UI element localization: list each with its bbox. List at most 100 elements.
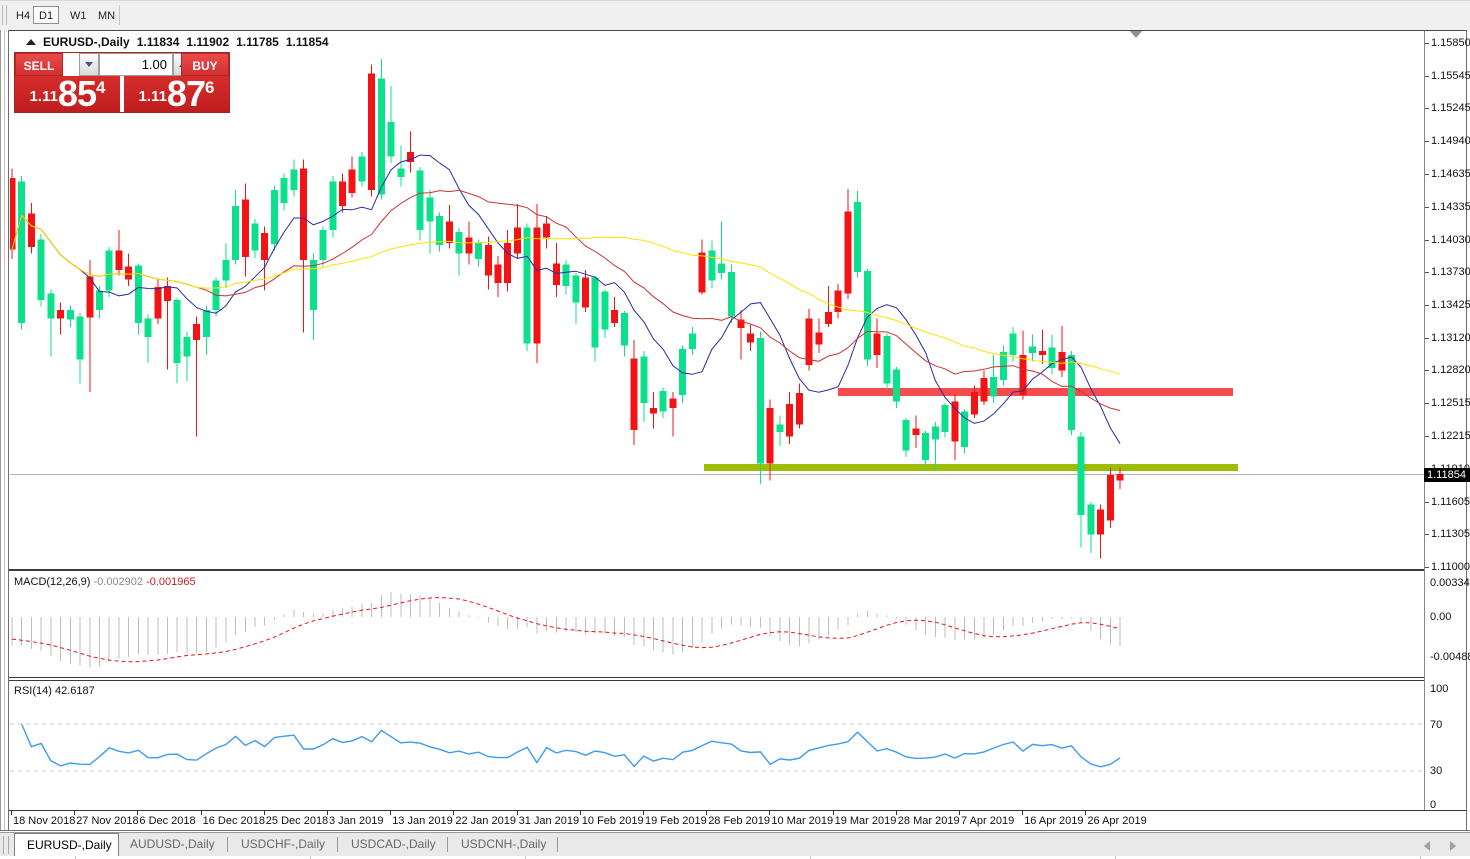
volume-decrease-button[interactable] (79, 53, 99, 76)
date-axis-label: 10 Feb 2019 (581, 815, 644, 827)
date-axis[interactable]: 18 Nov 2018 27 Nov 2018 6 Dec 2018 16 Dec 2… (0, 811, 1470, 830)
price-axis-tick (1425, 304, 1429, 306)
tab-audusd[interactable]: AUDUSD-,Daily (130, 837, 215, 851)
date-axis-label: 22 Jan 2019 (455, 815, 516, 827)
candle (1058, 351, 1066, 371)
candles-layer (10, 59, 1124, 559)
candle (280, 178, 288, 203)
price-axis-tick (1425, 206, 1429, 208)
buy-price-box[interactable]: 1.11 87 6 (124, 76, 229, 112)
candle (552, 263, 560, 286)
ohlc-open: 1.11834 (136, 35, 180, 49)
tab-usdcnh[interactable]: USDCNH-,Daily (461, 837, 547, 851)
tab-bar-grip[interactable] (3, 836, 9, 854)
date-axis-label: 6 Dec 2018 (139, 815, 196, 827)
main-chart-canvas[interactable] (10, 32, 1424, 568)
tab-usdcad[interactable]: USDCAD-,Daily (351, 837, 436, 851)
price-axis-separator[interactable] (1424, 31, 1425, 811)
chart-shift-marker-icon[interactable] (1130, 31, 1142, 38)
timeframe-h4-button[interactable]: H4 (10, 6, 36, 24)
support-line[interactable] (704, 464, 1238, 472)
price-axis-tick (1425, 75, 1429, 77)
chart-title-row: EURUSD-,Daily 1.11834 1.11902 1.11785 1.… (26, 35, 329, 49)
macd-rsi-divider-bottom[interactable] (9, 680, 1424, 681)
candle (1009, 333, 1017, 356)
macd-canvas[interactable] (10, 572, 1424, 676)
macd-label-row: MACD(12,26,9) -0.002902 -0.001965 (14, 576, 196, 588)
candle (37, 239, 45, 301)
rsi-canvas[interactable] (10, 681, 1424, 810)
price-axis-tick (1425, 108, 1429, 110)
price-axis[interactable]: 1.15850 1.15545 1.15245 1.14940 1.14635 1.143… (1425, 30, 1470, 811)
candle (465, 237, 473, 254)
candle (1029, 346, 1037, 354)
date-axis-label: 3 Jan 2019 (329, 815, 384, 827)
symbol-marker-icon (26, 39, 36, 45)
date-axis-tick (706, 811, 708, 815)
date-axis-label: 16 Apr 2019 (1024, 815, 1084, 827)
current-price-tag: 1.11854 (1424, 468, 1470, 482)
tab-scroll-right-icon[interactable] (1450, 841, 1456, 851)
date-axis-label: 10 Mar 2019 (771, 815, 834, 827)
sell-price-box[interactable]: 1.11 85 4 (15, 76, 120, 112)
candle (445, 221, 453, 243)
tab-scroll-left-icon[interactable] (1424, 841, 1430, 851)
chart-frame-bottom (0, 830, 1470, 831)
candle (513, 227, 521, 254)
candle (251, 223, 259, 251)
main-macd-divider[interactable] (9, 569, 1424, 571)
candle (76, 316, 84, 360)
workspace-left-edge (0, 30, 1, 831)
price-axis-label: 1.11605 (1431, 495, 1470, 508)
macd-rsi-divider-top[interactable] (9, 677, 1424, 678)
timeframe-w1-button[interactable]: W1 (64, 6, 93, 24)
rsi-axis-30: 30 (1430, 765, 1443, 777)
date-axis-label: 28 Feb 2019 (708, 815, 770, 827)
candle (815, 332, 823, 345)
tab-eurusd[interactable]: EURUSD-,Daily (14, 833, 119, 857)
date-axis-tick (643, 811, 644, 815)
macd-axis-zero: 0.00 (1430, 611, 1452, 623)
candle (883, 335, 891, 384)
candle (591, 277, 599, 348)
candle (154, 287, 162, 319)
timeframe-d1-button[interactable]: D1 (33, 6, 60, 24)
candle (562, 264, 570, 287)
toolbar-grip[interactable] (2, 5, 7, 25)
candle (358, 156, 366, 182)
tab-separator (447, 837, 448, 852)
rsi-axis-100: 100 (1430, 683, 1449, 695)
candle (795, 393, 803, 425)
candle (348, 169, 356, 194)
price-axis-label: 1.13425 (1431, 298, 1470, 311)
sell-button[interactable]: SELL (15, 53, 63, 76)
candle (601, 291, 609, 330)
candle (387, 121, 395, 157)
ma-line-slow (11, 214, 1121, 375)
candle (1087, 504, 1095, 535)
candle (669, 398, 677, 409)
candle (368, 73, 376, 190)
tab-usdchf[interactable]: USDCHF-,Daily (241, 837, 325, 851)
candle (193, 323, 201, 341)
resistance-line[interactable] (838, 387, 1233, 396)
workspace-left-edge-inner (4, 30, 5, 831)
candle (57, 309, 65, 319)
timeframe-mn-button[interactable]: MN (92, 6, 121, 24)
candle (620, 313, 628, 346)
candle (863, 270, 871, 360)
candle (1048, 347, 1056, 369)
rsi-label: RSI(14) (14, 685, 52, 697)
candle (86, 276, 94, 318)
candle (708, 250, 716, 281)
candle (824, 312, 832, 324)
chart-title: EURUSD-,Daily (43, 35, 130, 49)
candle (1077, 436, 1085, 516)
buy-button[interactable]: BUY (181, 53, 229, 76)
volume-input[interactable] (99, 53, 173, 76)
date-axis-tick (832, 811, 834, 815)
candle (970, 391, 978, 415)
candle (902, 420, 910, 451)
date-axis-label: 28 Mar 2019 (897, 815, 960, 827)
